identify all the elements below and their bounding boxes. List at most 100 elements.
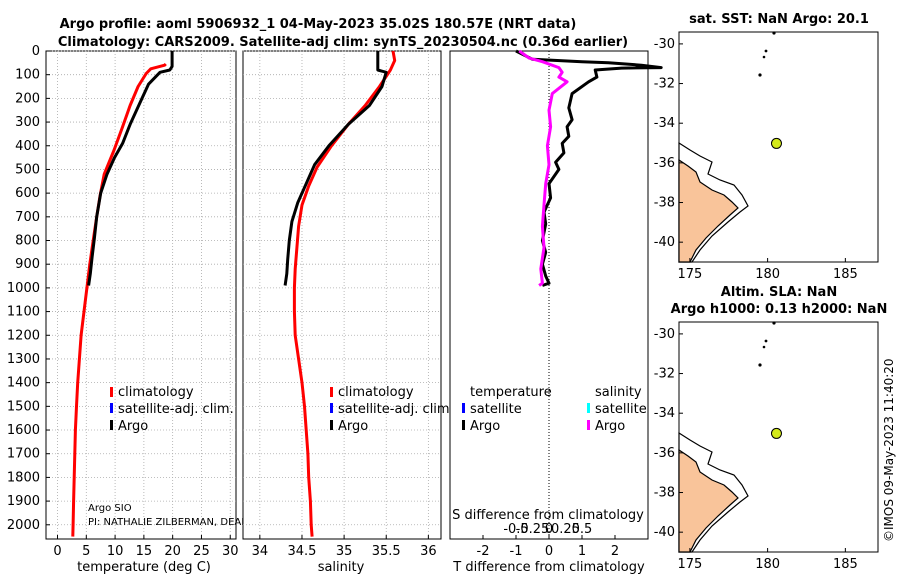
x-tick-label: 175 — [677, 557, 702, 572]
legend-label-argo: Argo — [118, 419, 148, 434]
argo-position-marker — [770, 427, 782, 439]
y-tick-label: 500 — [15, 162, 40, 177]
legend-label-satellite: satellite-adj. clim. — [338, 402, 454, 417]
island — [758, 73, 762, 77]
island — [772, 321, 776, 325]
x-tick-label: 25 — [193, 544, 210, 559]
x-tick-label: 1 — [578, 544, 586, 559]
x-tick-label: 20 — [164, 544, 181, 559]
y-tick-label: 700 — [15, 210, 40, 225]
argo-position-marker — [770, 137, 782, 149]
legend-header-salinity: salinity — [595, 385, 642, 400]
y-tick-label: -32 — [654, 77, 675, 92]
series-line-argo — [283, 51, 388, 286]
legend-label-sal-argo: Argo — [595, 419, 625, 434]
y-tick-label: 200 — [15, 91, 40, 106]
y-tick-label: -40 — [654, 235, 675, 250]
series-line-climatology — [71, 62, 167, 537]
x-tick-label: 0 — [545, 544, 553, 559]
salinity-legend: climatology satellite-adj. clim. Argo — [330, 385, 454, 434]
island — [762, 345, 766, 349]
y-tick-label: 900 — [15, 257, 40, 272]
temperature-panel: 0 5 10 15 20 25 300100200300400500600700800900… — [7, 44, 308, 575]
y-tick-label: -30 — [654, 327, 675, 342]
timestamp: ©IMOS 09-May-2023 11:40:20 — [882, 358, 896, 542]
y-tick-label: -38 — [654, 196, 675, 211]
y-tick-label: 1600 — [7, 423, 40, 438]
x-tick-label: 30 — [222, 544, 239, 559]
temperature-legend: climatology satellite-adj. clim. Argo — [110, 385, 234, 434]
y-tick-label: 600 — [15, 186, 40, 201]
x-tick-label: -1 — [510, 544, 523, 559]
top-tick-label: -0.25 — [516, 522, 550, 537]
annotation-pi: PI: NATHALIE ZILBERMAN, DEAN ROEMMICH — [88, 517, 308, 528]
islands — [758, 321, 776, 367]
y-tick-label: -36 — [654, 446, 675, 461]
y-tick-label: 1300 — [7, 352, 40, 367]
legend-swatch-argo — [330, 420, 333, 430]
y-tick-label: 800 — [15, 234, 40, 249]
temperature-axes — [45, 50, 237, 540]
legend-label-temp-satellite: satellite — [470, 402, 522, 417]
y-tick-label: 1700 — [7, 447, 40, 462]
x-tick-label: 35 — [336, 544, 353, 559]
x-tick-label: 185 — [833, 267, 858, 282]
y-tick-label: 1500 — [7, 399, 40, 414]
legend-swatch-temp-satellite — [462, 403, 465, 413]
legend-label-argo: Argo — [338, 419, 368, 434]
sla-map: Altim. SLA: NaN Argo h1000: 0.13 h2000: … — [654, 285, 888, 572]
y-tick-label: 1100 — [7, 305, 40, 320]
y-tick-label: -32 — [654, 367, 675, 382]
legend-header-temperature: temperature — [470, 385, 552, 400]
y-tick-label: -40 — [654, 525, 675, 540]
island — [772, 31, 776, 35]
y-tick-label: 0 — [32, 44, 40, 59]
legend-label-sal-satellite: satellite — [595, 402, 647, 417]
top-tick-label: 0 — [545, 522, 553, 537]
x-tick-label: 34 — [252, 544, 269, 559]
y-tick-label: 100 — [15, 68, 40, 83]
x-tick-label: 180 — [755, 267, 780, 282]
y-tick-label: -36 — [654, 156, 675, 171]
islands — [758, 31, 776, 77]
difference-xlabel: T difference from climatology — [452, 560, 645, 575]
island — [762, 55, 766, 59]
x-tick-label: 0 — [53, 544, 61, 559]
difference-panel: -2 -1 0 1 2 T difference from climatology S … — [449, 49, 663, 575]
x-tick-label: 5 — [82, 544, 90, 559]
top-tick-label: -0.5 — [503, 522, 528, 537]
series-line-salinity — [518, 49, 569, 287]
legend-swatch-argo — [110, 420, 113, 430]
top-tick-label: 0.5 — [572, 522, 593, 537]
series-line-argo — [87, 51, 174, 286]
land-new-zealand — [678, 141, 749, 263]
legend-swatch-sal-argo — [587, 420, 590, 430]
legend-swatch-climatology — [110, 387, 113, 397]
x-tick-label: 34.5 — [288, 544, 317, 559]
land-fill — [678, 448, 739, 553]
land-new-zealand — [678, 431, 749, 553]
x-tick-label: 15 — [136, 544, 153, 559]
legend-swatch-satellite — [330, 403, 333, 413]
y-tick-label: 300 — [15, 115, 40, 130]
y-tick-label: -38 — [654, 486, 675, 501]
salinity-axes — [242, 50, 442, 540]
y-tick-label: 400 — [15, 139, 40, 154]
annotation-argo-sio: Argo SIO — [88, 503, 132, 514]
x-tick-label: 35.5 — [372, 544, 401, 559]
y-tick-label: -34 — [654, 406, 675, 421]
x-tick-label: 36 — [420, 544, 437, 559]
x-tick-label: 185 — [833, 557, 858, 572]
sst-map: sat. SST: NaN Argo: 20.1 175 180 185 -30 -32… — [654, 12, 879, 282]
legend-label-temp-argo: Argo — [470, 419, 500, 434]
legend-swatch-climatology — [330, 387, 333, 397]
difference-legend: temperature satellite Argo salinity sate… — [462, 385, 647, 434]
sla-map-title-line2: Argo h1000: 0.13 h2000: NaN — [671, 302, 888, 317]
y-tick-label: 2000 — [7, 518, 40, 533]
s-difference-label: S difference from climatology — [452, 508, 644, 523]
legend-swatch-satellite — [110, 403, 113, 413]
salinity-panel: 34 34.5 35 35.5 36 salinity climatology sate… — [242, 50, 454, 575]
y-tick-label: 1800 — [7, 470, 40, 485]
temperature-xlabel: temperature (deg C) — [77, 560, 211, 575]
